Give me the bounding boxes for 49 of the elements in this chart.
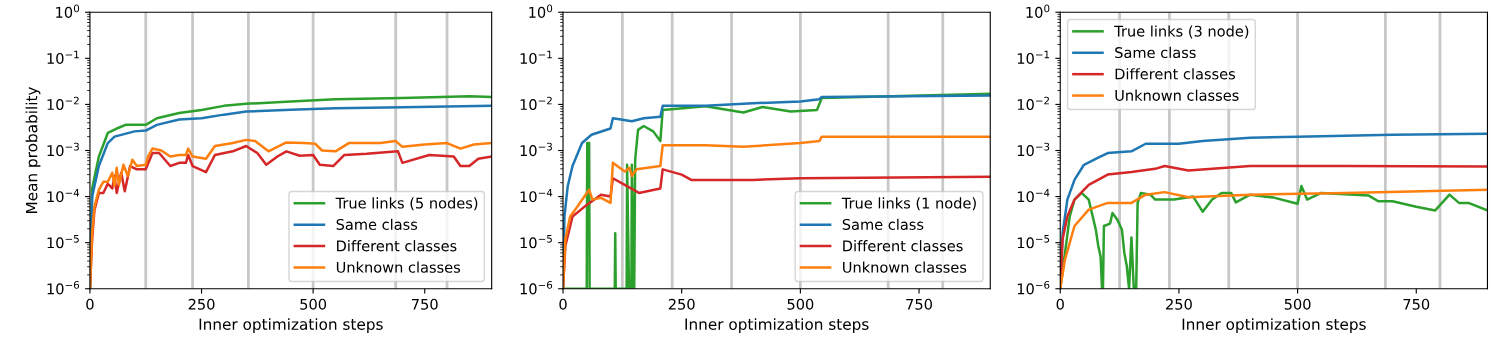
legend-label: Same class [842, 218, 924, 230]
y-tick-label: 10$^{−3}$ [47, 142, 79, 157]
y-tick-label: 10$^{−3}$ [520, 142, 552, 157]
y-tick-label: 10$^{−6}$ [47, 281, 80, 295]
y-tick-label: 10$^{−1}$ [47, 50, 79, 64]
x-tick-label: 500 [300, 298, 327, 310]
y-tick-label: 10$^{−2}$ [47, 96, 79, 111]
legend-label: True links (3 node) [1114, 25, 1249, 39]
legend-label: Unknown classes [1115, 89, 1239, 101]
x-axis-title: Inner optimization steps [199, 318, 383, 333]
legend-label: Unknown classes [843, 261, 967, 273]
x-tick-label: 750 [411, 298, 438, 310]
x-tick-label: 0 [86, 298, 94, 310]
y-tick-label: 10$^{0}$ [1026, 4, 1050, 18]
x-tick-label: 250 [188, 298, 215, 310]
x-tick-label: 500 [787, 298, 814, 310]
y-tick-label: 10$^{0}$ [529, 4, 553, 18]
y-tick-label: 10$^{−4}$ [520, 189, 553, 203]
y-tick-label: 10$^{−5}$ [47, 235, 79, 249]
y-tick-label: 10$^{−3}$ [1017, 142, 1050, 157]
y-tick-label: 10$^{−6}$ [520, 281, 553, 295]
y-tick-label: 10$^{−1}$ [520, 50, 552, 64]
y-tick-label: 10$^{−2}$ [1017, 96, 1049, 111]
x-tick-label: 750 [1403, 298, 1430, 310]
x-tick-label: 0 [559, 298, 567, 310]
y-tick-label: 10$^{−5}$ [520, 235, 552, 249]
y-tick-label: 10$^{0}$ [56, 4, 80, 18]
y-tick-label: 10$^{−6}$ [1017, 281, 1050, 295]
legend-label: True links (1 node) [841, 197, 976, 211]
legend-label: Different classes [843, 240, 963, 252]
x-tick-label: 0 [1056, 298, 1064, 310]
x-axis-title: Inner optimization steps [1182, 318, 1366, 333]
legend-label: Different classes [1115, 68, 1236, 80]
y-tick-label: 10$^{−4}$ [1017, 189, 1050, 203]
y-tick-label: 10$^{−2}$ [520, 96, 552, 111]
y-tick-label: 10$^{−1}$ [1017, 50, 1050, 64]
legend-label: Unknown classes [336, 261, 461, 273]
y-tick-label: 10$^{−5}$ [1017, 235, 1050, 249]
legend-label: Same class [1115, 46, 1196, 59]
x-axis-title: Inner optimization steps [685, 318, 869, 333]
legend-label: True links (5 nodes) [335, 197, 478, 211]
y-axis-title: Mean probability [25, 86, 41, 213]
x-tick-label: 750 [906, 298, 932, 310]
x-tick-label: 250 [1166, 298, 1192, 310]
x-tick-label: 500 [1284, 298, 1311, 310]
y-tick-label: 10$^{−4}$ [47, 189, 80, 203]
legend-label: Same class [336, 218, 418, 230]
x-tick-label: 250 [668, 298, 695, 310]
legend-label: Different classes [337, 240, 457, 252]
